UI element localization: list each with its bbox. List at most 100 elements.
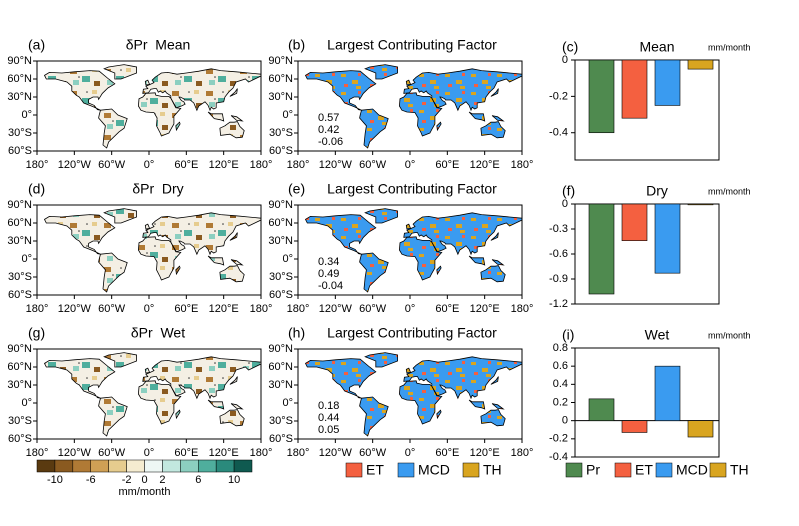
factor-value: 0.42 xyxy=(318,124,339,136)
land xyxy=(359,108,389,149)
lon-label: 180° xyxy=(287,303,310,315)
land xyxy=(491,259,505,266)
lat-label: 30°N xyxy=(7,379,32,391)
lon-label: 0° xyxy=(144,159,155,171)
lon-label: 120°W xyxy=(319,447,353,459)
land xyxy=(137,92,182,137)
panel-label: (h) xyxy=(288,325,305,341)
land xyxy=(405,367,412,374)
lon-label: 0° xyxy=(405,159,416,171)
land xyxy=(207,255,225,266)
land xyxy=(304,70,377,111)
land xyxy=(207,111,225,122)
lon-label: 120°E xyxy=(209,159,239,171)
unit-label: mm/month xyxy=(708,330,751,340)
colorbar-label: 0 xyxy=(141,474,147,486)
y-tick-label: 0.4 xyxy=(553,378,568,390)
colorbar-swatch xyxy=(180,459,199,473)
bar xyxy=(621,59,648,119)
colorbar-swatch xyxy=(54,459,74,473)
lat-label: 0° xyxy=(282,109,293,121)
land xyxy=(142,356,261,400)
colorbar-swatch xyxy=(108,459,127,473)
land xyxy=(405,79,412,86)
lon-label: 0° xyxy=(405,447,416,459)
land xyxy=(142,68,261,112)
lon-label: 120°W xyxy=(58,303,92,315)
panel-label: (f) xyxy=(562,183,575,199)
colorbar-swatch xyxy=(36,459,56,473)
land xyxy=(480,265,506,283)
lon-label: 120°W xyxy=(319,303,353,315)
factor-value: 0.49 xyxy=(318,268,339,280)
land xyxy=(219,409,245,427)
lat-label: 30°N xyxy=(268,235,293,247)
lat-label: 60°N xyxy=(7,73,32,85)
lat-label: 30°S xyxy=(269,415,293,427)
lat-label: 30°S xyxy=(8,271,32,283)
bar xyxy=(588,59,615,134)
lon-label: 60°W xyxy=(359,159,387,171)
colorbar-swatch xyxy=(233,459,253,473)
land xyxy=(43,358,116,399)
panel-label: (a) xyxy=(28,37,45,53)
land xyxy=(175,121,181,132)
land xyxy=(468,399,486,410)
y-tick-label: 0.8 xyxy=(553,342,568,354)
lat-label: 30°S xyxy=(8,415,32,427)
lon-label: 0° xyxy=(144,447,155,459)
land xyxy=(144,79,151,86)
land xyxy=(304,358,377,399)
land xyxy=(230,403,244,410)
colorbar-swatch xyxy=(72,459,92,473)
land xyxy=(359,396,389,437)
land xyxy=(144,367,151,374)
land xyxy=(103,208,137,224)
colorbar-swatch xyxy=(198,459,217,473)
lon-label: 60°E xyxy=(435,447,459,459)
lat-label: 30°S xyxy=(269,127,293,139)
lat-label: 90°N xyxy=(268,343,293,355)
panel-title: Largest Contributing Factor xyxy=(327,37,497,53)
lon-label: 60°E xyxy=(174,303,198,315)
lon-label: 0° xyxy=(144,303,155,315)
panel-label: (g) xyxy=(28,325,45,341)
y-tick-label: -0.4 xyxy=(549,451,568,463)
land xyxy=(207,399,225,410)
legend-swatch xyxy=(709,462,727,478)
factor-value: -0.06 xyxy=(318,136,343,148)
panel-label: (b) xyxy=(288,37,305,53)
lon-label: 60°W xyxy=(359,303,387,315)
lon-label: 180° xyxy=(26,159,49,171)
land xyxy=(398,380,443,425)
lon-label: 60°W xyxy=(98,303,126,315)
legend-swatch xyxy=(655,462,673,478)
bar xyxy=(654,365,681,421)
factor-value: -0.04 xyxy=(318,280,343,292)
land xyxy=(359,252,389,293)
land xyxy=(175,409,181,420)
lat-label: 60°N xyxy=(268,361,293,373)
lon-label: 60°E xyxy=(435,159,459,171)
bar xyxy=(687,420,714,438)
colorbar-swatch xyxy=(162,459,181,473)
land xyxy=(103,352,137,368)
lat-label: 0° xyxy=(282,253,293,265)
land xyxy=(490,376,499,385)
lat-label: 90°N xyxy=(268,199,293,211)
lat-label: 60°N xyxy=(7,361,32,373)
legend-swatch xyxy=(462,462,480,478)
bar xyxy=(621,420,648,433)
lon-label: 60°E xyxy=(174,447,198,459)
colorbar-swatch xyxy=(126,459,145,473)
lat-label: 60°S xyxy=(269,433,293,445)
chart-title: Dry xyxy=(646,183,668,199)
lat-label: 0° xyxy=(282,397,293,409)
bar xyxy=(687,203,714,206)
lon-label: 120°E xyxy=(470,447,500,459)
land xyxy=(398,92,443,137)
lon-label: 60°W xyxy=(98,447,126,459)
legend-label: TH xyxy=(483,462,502,478)
y-tick-label: -1.2 xyxy=(549,298,568,310)
lat-label: 90°N xyxy=(7,343,32,355)
